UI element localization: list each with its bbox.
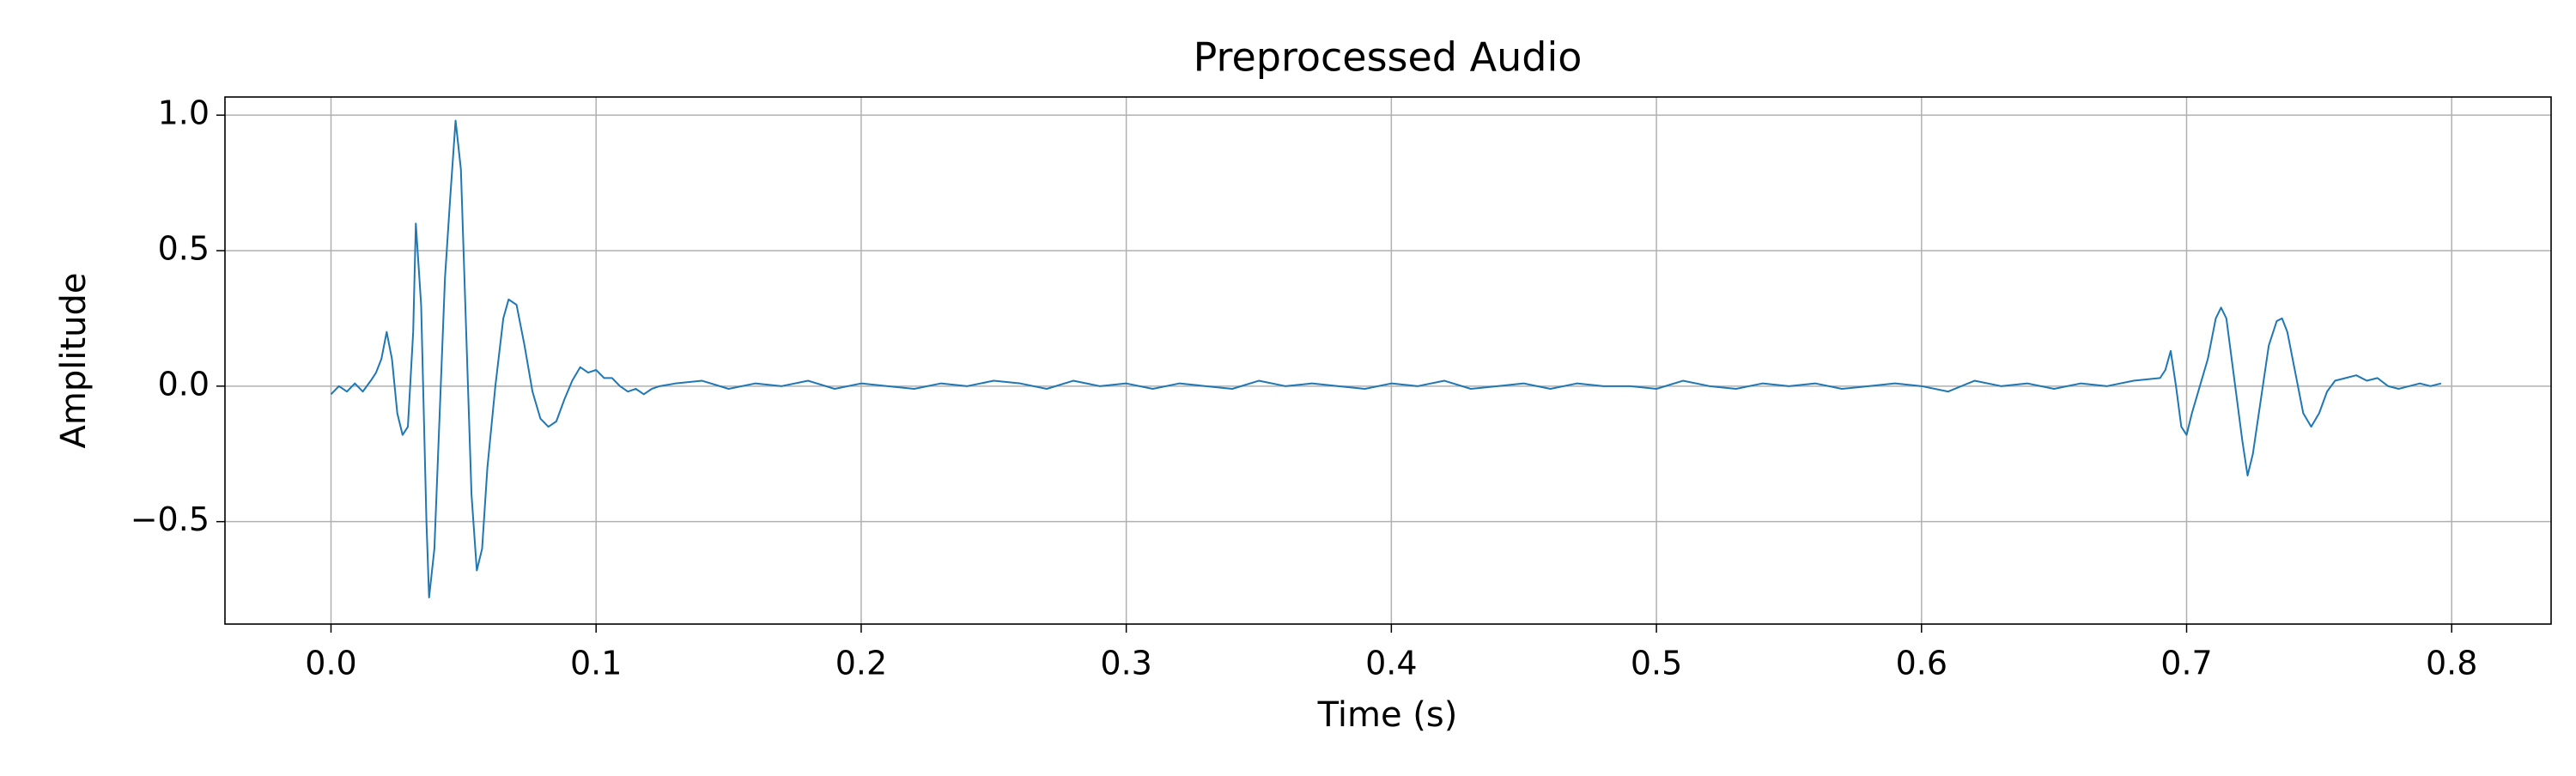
x-tick-label: 0.3	[1100, 645, 1151, 682]
x-tick-label: 0.6	[1896, 645, 1947, 682]
x-tick-label: 0.5	[1631, 645, 1682, 682]
x-tick-label: 0.0	[305, 645, 356, 682]
x-tick-label: 0.7	[2160, 645, 2212, 682]
x-axis-label: Time (s)	[1317, 695, 1458, 735]
x-tick-label: 0.1	[570, 645, 622, 682]
y-tick-label: 1.0	[158, 94, 210, 132]
chart-title: Preprocessed Audio	[1194, 34, 1583, 81]
x-tick-label: 0.2	[835, 645, 887, 682]
y-tick-label: 0.5	[158, 229, 210, 267]
y-axis-label: Amplitude	[54, 273, 94, 449]
waveform-line	[330, 119, 2442, 599]
y-tick-label: 0.0	[158, 365, 210, 403]
x-tick-label: 0.4	[1365, 645, 1417, 682]
x-tick-label: 0.8	[2426, 645, 2477, 682]
plot-frame	[224, 96, 2552, 625]
y-tick-label: −0.5	[131, 500, 210, 538]
